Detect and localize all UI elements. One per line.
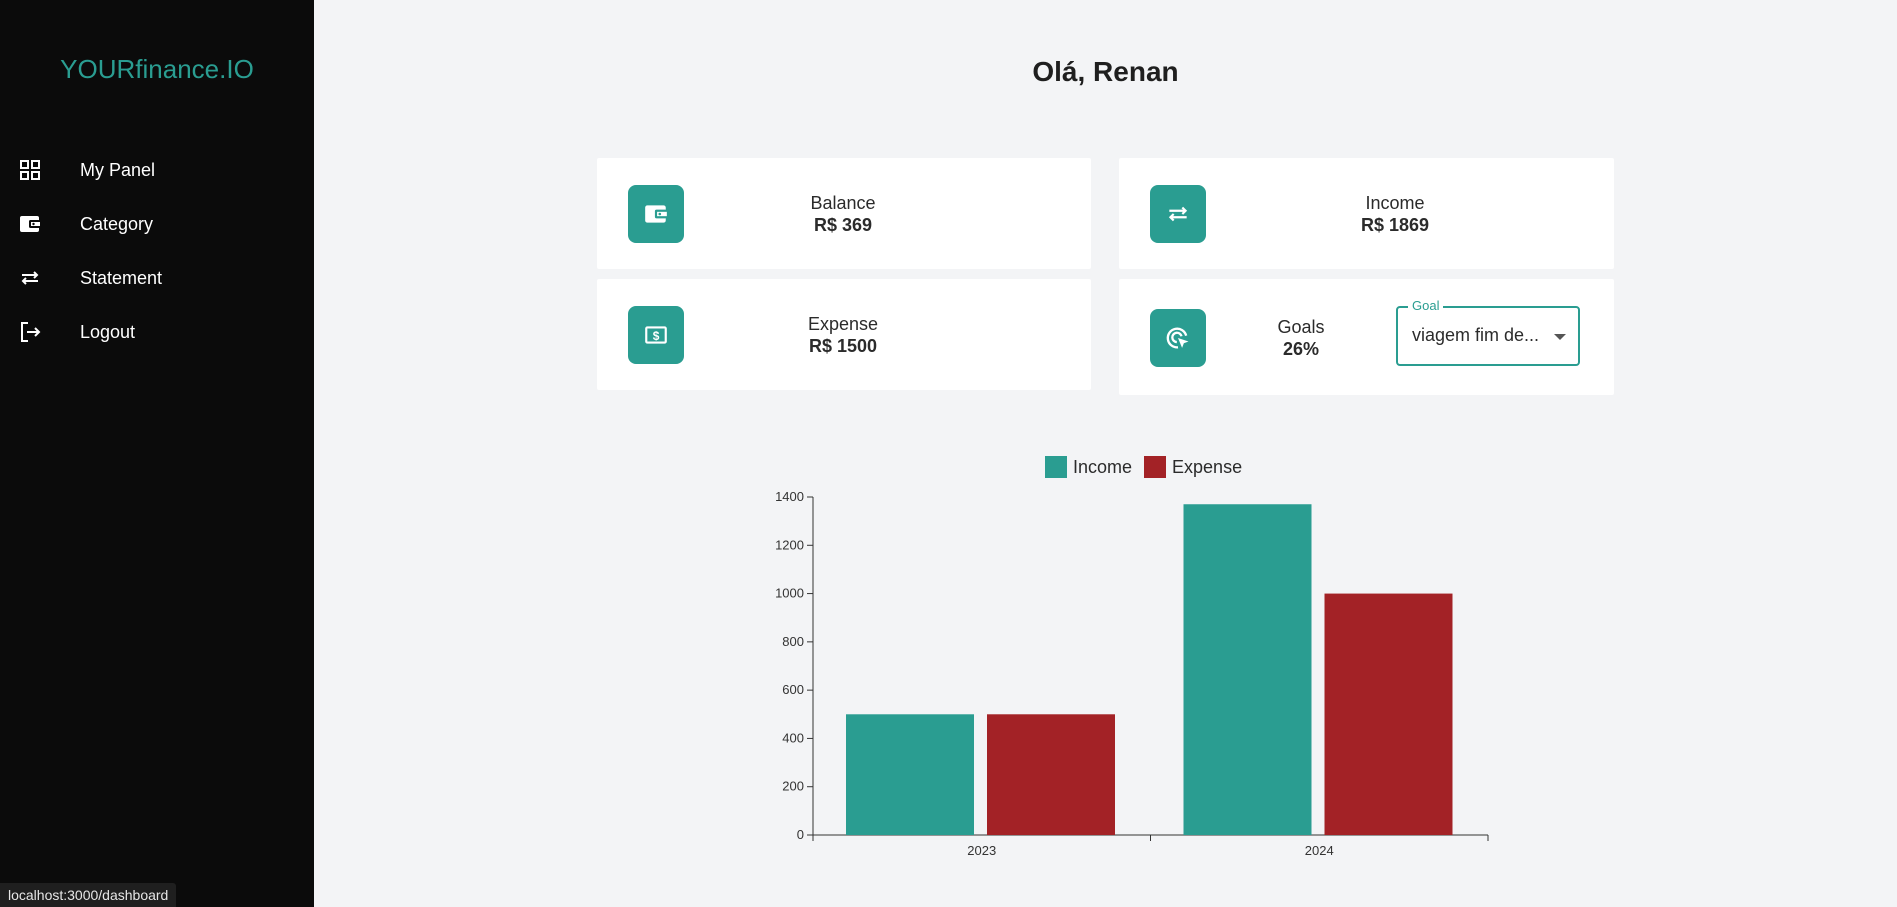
income-value: R$ 1869 [1360, 215, 1430, 235]
balance-label: Balance [810, 193, 876, 213]
bar-income-2023 [846, 714, 974, 835]
y-tick-label: 0 [797, 827, 804, 842]
expense-info: Expense R$ 1500 [787, 314, 899, 357]
x-tick-label: 2024 [1305, 843, 1334, 858]
y-tick-label: 800 [782, 634, 804, 649]
chart-legend: Income Expense [1045, 456, 1254, 478]
page-title: Olá, Renan [1032, 56, 1179, 87]
legend-item-income[interactable]: Income [1045, 456, 1132, 478]
sidebar-item-logout[interactable]: Logout [0, 312, 314, 352]
bar-income-2024 [1183, 504, 1312, 835]
balance-card: Balance R$ 369 [597, 158, 1091, 269]
goals-card: Goals 26% Goal viagem fim de... [1119, 279, 1614, 395]
transfer-icon [21, 271, 39, 285]
goals-info: Goals 26% [1261, 317, 1341, 360]
svg-text:$: $ [653, 329, 660, 343]
sidebar-item-statement[interactable]: Statement [0, 258, 314, 298]
x-tick-label: 2023 [967, 843, 996, 858]
y-tick-label: 1200 [775, 537, 804, 552]
expense-card: $ Expense R$ 1500 [597, 279, 1091, 390]
balance-value: R$ 369 [813, 215, 873, 235]
expense-label: Expense [807, 314, 879, 334]
y-tick-label: 400 [782, 730, 804, 745]
bar-expense-2023 [987, 714, 1115, 835]
y-tick-label: 600 [782, 682, 804, 697]
sidebar-item-label: Logout [80, 321, 136, 342]
legend-label: Expense [1172, 456, 1243, 477]
legend-label: Income [1073, 456, 1133, 477]
bar-expense-2024 [1324, 593, 1453, 835]
y-tick-label: 1400 [775, 489, 804, 504]
goals-label: Goals [1277, 317, 1325, 337]
sidebar-item-label: Category [80, 213, 154, 234]
transfer-icon [1150, 185, 1206, 243]
goals-value: 26% [1282, 339, 1320, 359]
y-tick-label: 1000 [775, 586, 804, 601]
expense-value: R$ 1500 [808, 336, 878, 356]
sidebar-item-label: Statement [80, 267, 163, 288]
sidebar-item-label: My Panel [80, 159, 156, 180]
logout-icon [21, 322, 41, 342]
goal-select-value: viagem fim de... [1412, 325, 1540, 345]
goal-select-label: Goal [1408, 298, 1444, 313]
income-info: Income R$ 1869 [1339, 193, 1451, 236]
app-logo[interactable]: YOURfinance.IO [60, 54, 254, 84]
chevron-down-icon[interactable] [1554, 334, 1566, 340]
grid-icon [20, 160, 40, 180]
wallet-icon [628, 185, 684, 243]
balance-info: Balance R$ 369 [787, 193, 899, 236]
income-label: Income [1365, 193, 1425, 213]
status-bar-url: localhost:3000/dashboard [0, 883, 177, 907]
income-card: Income R$ 1869 [1119, 158, 1614, 269]
goal-select[interactable]: Goal viagem fim de... [1396, 298, 1580, 366]
legend-item-expense[interactable]: Expense [1144, 456, 1242, 478]
target-icon [1150, 309, 1206, 367]
legend-swatch [1045, 456, 1067, 478]
bar-chart: 0 200 400 600 800 1000 1200 1400 2023 2024 [775, 489, 1489, 858]
legend-swatch [1144, 456, 1167, 478]
sidebar-item-my-panel[interactable]: My Panel [0, 150, 314, 190]
money-icon: $ [628, 306, 684, 364]
sidebar: YOURfinance.IO My Panel Category Stateme… [0, 0, 314, 907]
wallet-icon [20, 216, 40, 232]
y-tick-label: 200 [782, 779, 804, 794]
sidebar-item-category[interactable]: Category [0, 204, 314, 244]
